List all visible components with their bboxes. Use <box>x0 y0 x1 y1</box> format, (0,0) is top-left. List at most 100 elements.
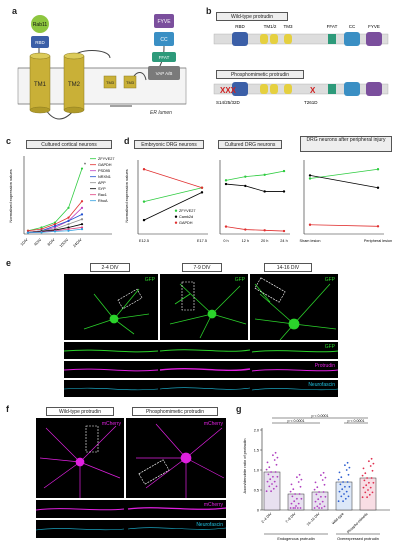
cc-domain <box>154 32 174 46</box>
c-data-point <box>67 226 70 229</box>
g-data-point <box>366 496 368 499</box>
g-ytick-label: 0.5 <box>254 488 259 492</box>
mutation-s14: S14/25/32D <box>216 100 241 105</box>
c-data-point <box>40 227 43 231</box>
g-data-point <box>298 473 301 476</box>
panel-f-image-1: mCherry <box>36 418 124 498</box>
d-data-point <box>244 228 247 231</box>
g-data-point <box>340 495 343 498</box>
g-data-point <box>266 461 269 464</box>
g-data-point <box>338 490 341 493</box>
g-data-point <box>274 471 277 473</box>
panel-f-image-2: mCherry <box>126 418 226 498</box>
c-data-point <box>80 167 84 170</box>
g-data-point <box>337 478 340 481</box>
panel-e-image-2: GFP <box>160 274 248 340</box>
c-xtick-label: 8DIV <box>47 238 56 247</box>
g-data-point <box>322 491 325 493</box>
g-data-point <box>369 486 372 489</box>
c-data-point <box>26 231 30 234</box>
d-series-line <box>225 183 284 192</box>
c-xtick-label: 24DIV <box>72 238 83 249</box>
g-data-point <box>340 476 343 479</box>
c-legend-label: Rac1 <box>98 193 107 197</box>
g-data-point <box>362 467 365 470</box>
g-xtick-label: 7–9 DIV <box>285 511 297 523</box>
g-xtick-label: Wild-type <box>331 512 344 525</box>
d-series-line <box>143 168 203 189</box>
panel-f-mcherry-strip: mCherry <box>36 500 226 518</box>
panel-g-ylabel: Axon/dendrite ratio of protrudin <box>242 439 247 494</box>
d-xtick-label: 0 h <box>223 239 228 243</box>
e1-gfp-label: GFP <box>144 277 155 283</box>
d-data-point <box>224 179 228 182</box>
g-data-point <box>368 493 371 496</box>
g-data-point <box>320 474 322 477</box>
tm2-label: TM2 <box>68 82 81 88</box>
c-data-point <box>26 229 30 232</box>
mutation-t261: T261D <box>304 100 318 105</box>
panel-c-chart: Normalised expression values 1DIV 4DIV 8DI… <box>8 156 114 249</box>
rab11-label: Rab11 <box>33 22 48 28</box>
panel-e-title-1: 2-4 DIV <box>90 263 130 272</box>
c-data-point <box>53 226 57 229</box>
g-data-point <box>273 480 276 483</box>
g-ytick-label: 0 <box>257 508 259 512</box>
d-legend-label: ZFYVE27 <box>179 209 195 213</box>
g-data-point <box>296 497 298 500</box>
g-data-point <box>294 507 296 509</box>
g-data-point <box>324 476 327 479</box>
c-data-point <box>67 216 70 219</box>
g-xtick-label: 14–16 DIV <box>306 511 321 526</box>
panel-c-title: Cultured cortical neurons <box>26 140 112 149</box>
g-data-point <box>371 469 374 472</box>
panel-d-charts: Normalised expression values E12.5 E17.5 0… <box>124 160 392 243</box>
d-legend-swatch <box>174 209 178 212</box>
g-data-point <box>339 483 342 486</box>
g-data-point <box>298 493 301 495</box>
g-data-point <box>300 478 303 481</box>
g-data-point <box>367 489 369 491</box>
wt-fyve-label: FYVE <box>368 24 380 29</box>
c-data-point <box>80 223 84 226</box>
c-legend-label: ZFYVE27 <box>98 157 114 161</box>
panel-f-neurofascin-strip: Neurofascin <box>36 520 226 538</box>
g-data-point <box>318 507 320 509</box>
c-xtick-label: 4DIV <box>33 238 42 247</box>
g-data-point <box>344 497 347 500</box>
g-data-point <box>265 468 268 471</box>
g-bar <box>359 477 377 511</box>
g-data-point <box>297 502 300 505</box>
g-data-point <box>273 459 276 461</box>
panel-g-chart: Axon/dendrite ratio of protrudin 0 0.5 1.0… <box>242 414 390 541</box>
g-data-point <box>361 474 364 477</box>
panel-label-e: e <box>6 258 12 268</box>
e-gfp-strip-label: GFP <box>324 344 335 350</box>
g-data-point <box>266 480 269 483</box>
c-legend-label: APP <box>98 181 106 185</box>
c-data-point <box>67 219 70 223</box>
g-data-point <box>345 490 348 493</box>
g-data-point <box>267 473 270 476</box>
wt-protrudin-title: Wild-type protrudin <box>216 12 288 21</box>
g-data-point <box>317 498 320 501</box>
c-data-point <box>67 223 70 226</box>
f2-mcherry-label: mCherry <box>203 421 223 427</box>
g-data-point <box>271 483 273 485</box>
g-data-point <box>319 503 321 505</box>
g-data-point <box>293 500 296 503</box>
g-data-point <box>346 481 349 483</box>
f-mcherry-strip-label: mCherry <box>203 502 223 508</box>
panel-f-title-2: Phosphomimetic protrudin <box>132 407 218 416</box>
d-series-line <box>225 226 285 232</box>
d-data-point <box>142 200 146 203</box>
g-ytick-label: 2.0 <box>254 428 259 432</box>
ffat-label: FFAT <box>159 55 170 60</box>
g-data-point <box>363 479 366 482</box>
g-data-point <box>292 488 295 491</box>
g-data-point <box>338 471 341 474</box>
c-data-point <box>40 231 43 234</box>
d-xtick-label: 12 h <box>242 239 249 243</box>
g-data-point <box>320 495 322 498</box>
rbd-domain <box>31 36 49 48</box>
